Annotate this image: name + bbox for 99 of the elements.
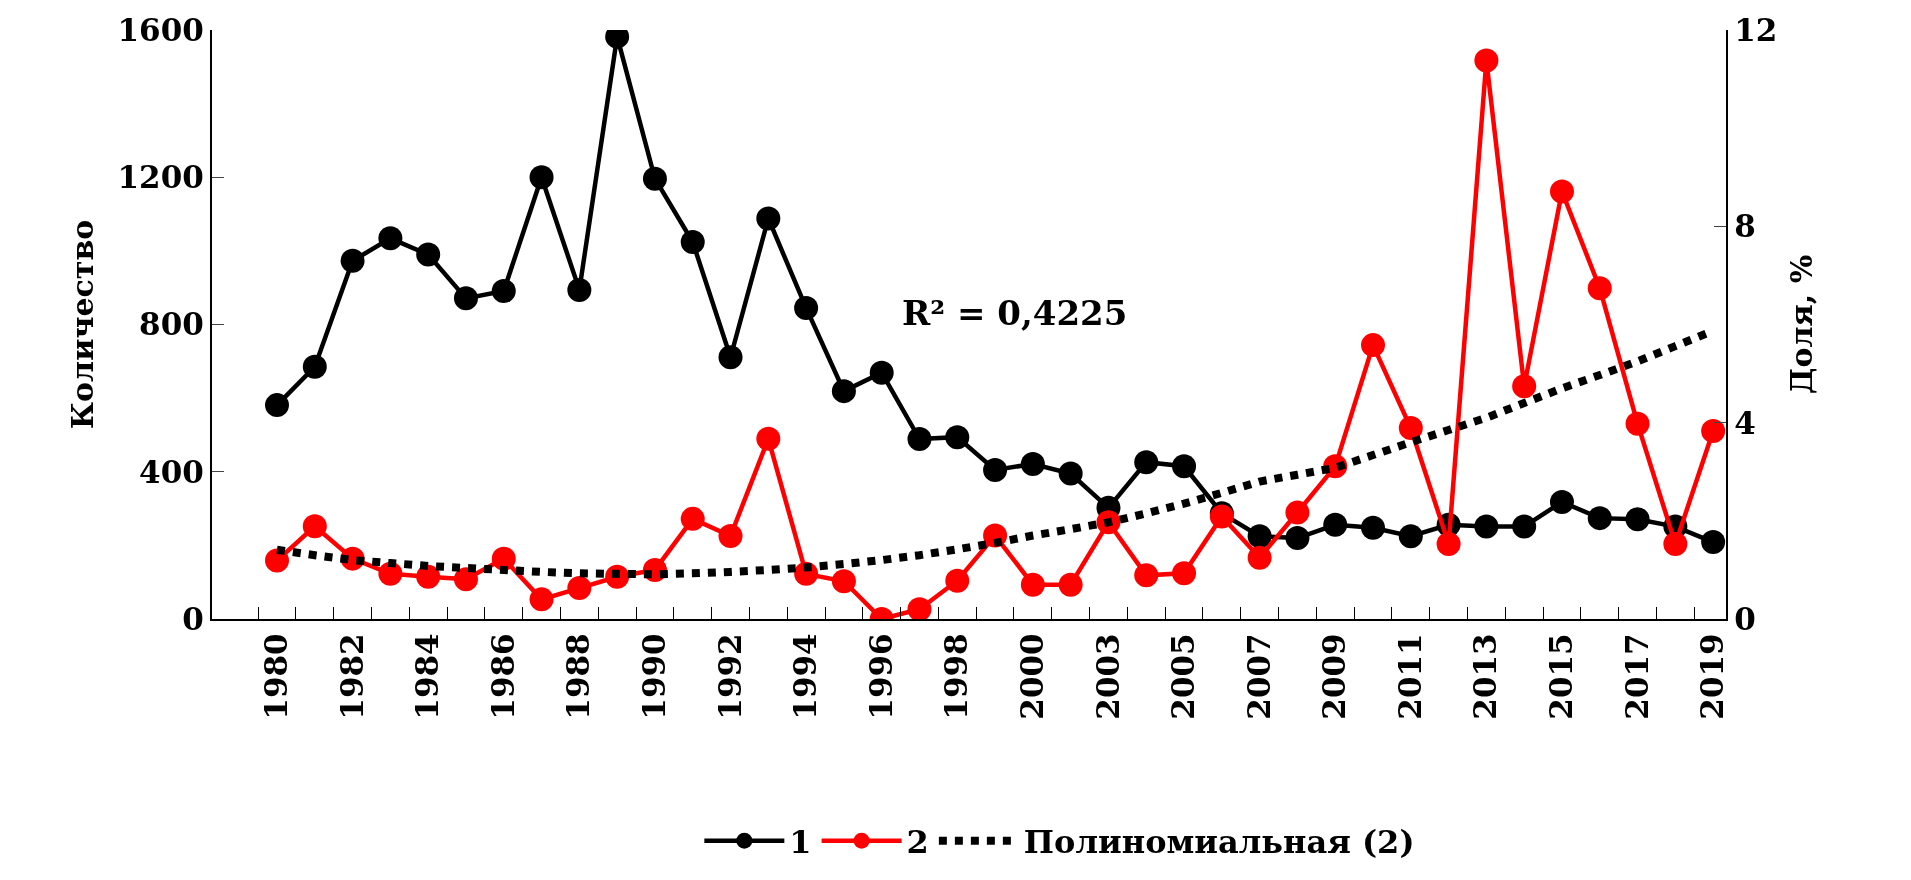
- point: [718, 345, 743, 370]
- x-tick-label: 1986: [484, 633, 521, 720]
- point: [945, 568, 970, 593]
- point: [1285, 500, 1310, 525]
- y2-axis-title: Доля, %: [1784, 254, 1820, 395]
- point: [1020, 572, 1045, 597]
- point: [1058, 572, 1083, 597]
- point: [1361, 515, 1386, 540]
- x-tick-label: 1982: [333, 633, 370, 720]
- point: [1134, 563, 1159, 588]
- point: [1398, 416, 1423, 441]
- point: [265, 548, 289, 573]
- point: [1625, 507, 1650, 532]
- point: [340, 248, 365, 273]
- point: [1172, 454, 1197, 479]
- point: [831, 569, 856, 594]
- point: [1587, 276, 1612, 301]
- point: [1701, 530, 1726, 555]
- point: [491, 546, 516, 571]
- point: [453, 567, 478, 592]
- x-tick-label: 2007: [1240, 633, 1277, 720]
- point: [794, 295, 819, 320]
- legend-label: 1: [789, 823, 812, 862]
- point: [1625, 411, 1650, 436]
- y-tick-label: 0: [182, 600, 204, 637]
- x-tick-label: 1990: [636, 633, 673, 720]
- point: [869, 360, 894, 385]
- point: [453, 286, 478, 311]
- x-tick-label: 2013: [1467, 633, 1504, 720]
- point: [1474, 48, 1499, 73]
- legend-label: Полиномиальная (2): [1023, 823, 1415, 862]
- y2-tick-label: 12: [1734, 11, 1778, 48]
- y-tick-label: 800: [139, 306, 204, 343]
- x-tick-label: 1994: [787, 633, 824, 720]
- point: [907, 426, 932, 451]
- point: [718, 524, 743, 549]
- x-tick-label: 2015: [1543, 633, 1580, 720]
- y2-tick-label: 4: [1734, 404, 1756, 441]
- x-tick-label: 1988: [560, 633, 597, 720]
- point: [1398, 524, 1423, 549]
- y-axis-title: Количество: [65, 219, 101, 430]
- point: [1172, 561, 1197, 586]
- point: [1549, 179, 1574, 204]
- point: [416, 242, 441, 267]
- point: [378, 561, 403, 586]
- y2-tick-label: 8: [1734, 208, 1756, 245]
- point: [680, 506, 705, 531]
- point: [302, 514, 327, 539]
- point: [756, 426, 781, 451]
- x-tick-label: 1992: [711, 633, 748, 720]
- x-tick-label: 1998: [938, 633, 975, 720]
- point: [1474, 514, 1499, 539]
- x-tick-label: 2000: [1013, 633, 1050, 720]
- point: [983, 457, 1008, 482]
- x-tick-label: 1980: [258, 633, 295, 720]
- point: [302, 354, 327, 379]
- y-tick-label: 1200: [117, 159, 204, 196]
- point: [1285, 526, 1310, 550]
- point: [1134, 450, 1159, 475]
- point: [1436, 531, 1461, 556]
- x-tick-label: 2003: [1089, 633, 1126, 720]
- point: [567, 277, 592, 302]
- point: [416, 564, 441, 589]
- point: [1512, 374, 1537, 399]
- annotation: R² = 0,4225: [902, 293, 1128, 333]
- point: [491, 279, 516, 303]
- point: [265, 393, 289, 418]
- point: [756, 206, 781, 231]
- x-tick-label: 1996: [862, 633, 899, 720]
- point: [1058, 461, 1083, 486]
- x-tick-label: 2011: [1391, 633, 1428, 720]
- x-tick-label: 2009: [1316, 633, 1353, 720]
- point: [1247, 545, 1272, 570]
- legend-label: 2: [906, 823, 929, 862]
- point: [1020, 452, 1045, 477]
- point: [1247, 524, 1272, 549]
- point: [831, 379, 856, 404]
- point: [529, 165, 554, 190]
- point: [1587, 506, 1612, 531]
- point: [567, 576, 592, 601]
- point: [1549, 489, 1574, 514]
- point: [1512, 514, 1537, 539]
- point: [1663, 531, 1688, 556]
- point: [1323, 512, 1348, 537]
- x-tick-label: 2005: [1165, 633, 1202, 720]
- point: [642, 166, 667, 191]
- y-tick-label: 400: [139, 453, 204, 490]
- point: [907, 597, 932, 619]
- point: [1361, 333, 1386, 358]
- point: [378, 226, 403, 251]
- point: [945, 425, 970, 450]
- point: [529, 587, 554, 612]
- x-tick-label: 2017: [1618, 633, 1655, 720]
- x-tick-label: 2019: [1694, 633, 1731, 720]
- point: [1701, 419, 1726, 443]
- point: [680, 230, 705, 255]
- y2-tick-label: 0: [1734, 600, 1756, 637]
- y-tick-label: 1600: [117, 11, 204, 48]
- x-tick-label: 1984: [409, 633, 446, 720]
